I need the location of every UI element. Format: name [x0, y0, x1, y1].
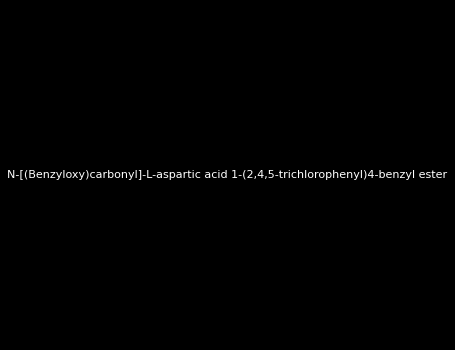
Text: N-[(Benzyloxy)carbonyl]-L-aspartic acid 1-(2,4,5-trichlorophenyl)4-benzyl ester: N-[(Benzyloxy)carbonyl]-L-aspartic acid … [7, 170, 448, 180]
